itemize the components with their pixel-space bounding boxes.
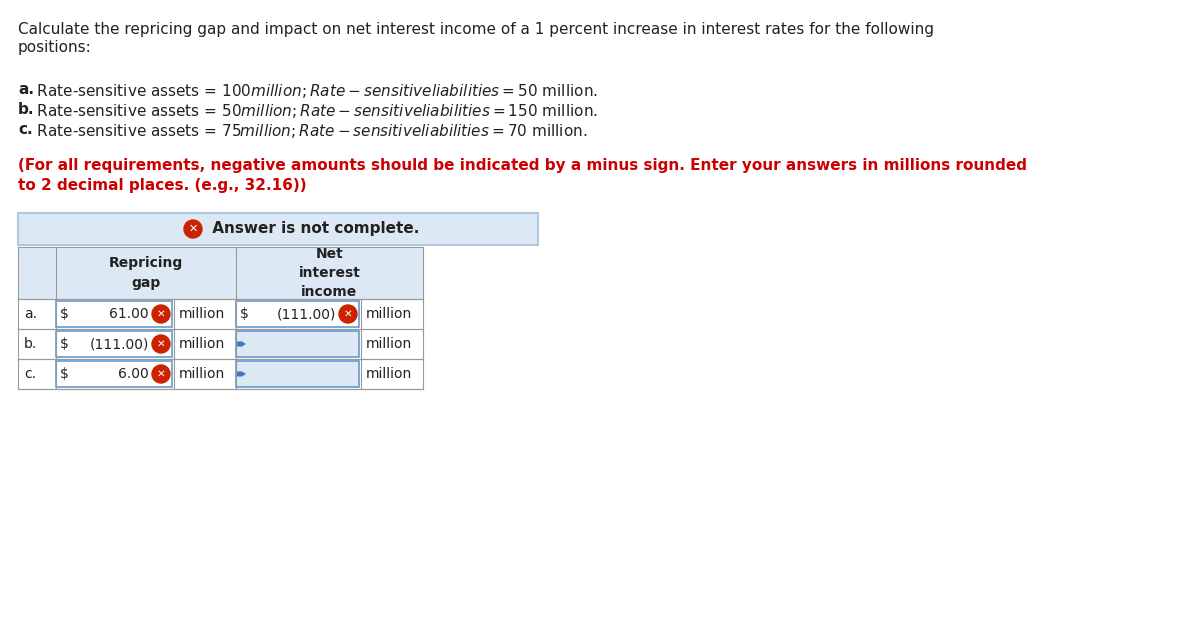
Bar: [18, 247, 423, 299]
Text: b.: b.: [18, 102, 34, 117]
Text: million: million: [179, 307, 225, 321]
Text: Net
interest
income: Net interest income: [298, 246, 360, 300]
Bar: [236, 331, 359, 357]
Text: $: $: [60, 367, 69, 381]
Circle shape: [184, 220, 202, 238]
Bar: [56, 301, 172, 327]
Text: positions:: positions:: [18, 40, 91, 55]
Text: Rate-sensitive assets = $100 million; Rate-sensitive liabilities = $50 million.: Rate-sensitive assets = $100 million; Ra…: [32, 82, 598, 100]
Text: Rate-sensitive assets = $75 million; Rate-sensitive liabilities = $70 million.: Rate-sensitive assets = $75 million; Rat…: [32, 122, 587, 140]
Text: c.: c.: [18, 122, 33, 137]
Text: b.: b.: [24, 337, 37, 351]
Text: Answer is not complete.: Answer is not complete.: [207, 221, 419, 236]
Bar: [236, 361, 359, 387]
Text: million: million: [179, 367, 225, 381]
Text: million: million: [366, 367, 412, 381]
Text: million: million: [366, 307, 412, 321]
Text: a.: a.: [24, 307, 37, 321]
FancyArrow shape: [237, 341, 246, 347]
Text: a.: a.: [18, 82, 34, 97]
Text: (111.00): (111.00): [277, 307, 336, 321]
Text: $: $: [60, 337, 69, 351]
FancyArrow shape: [237, 371, 246, 377]
Bar: [18, 359, 423, 389]
Text: $: $: [60, 307, 69, 321]
Bar: [236, 301, 359, 327]
Text: ✕: ✕: [188, 224, 198, 234]
Bar: [18, 329, 423, 359]
Text: ✕: ✕: [156, 309, 166, 319]
Text: (111.00): (111.00): [90, 337, 149, 351]
Text: 61.00: 61.00: [109, 307, 149, 321]
Circle shape: [339, 305, 358, 323]
FancyBboxPatch shape: [18, 213, 538, 245]
Text: Rate-sensitive assets = $50 million; Rate-sensitive liabilities = $150 million.: Rate-sensitive assets = $50 million; Rat…: [32, 102, 598, 120]
Text: 6.00: 6.00: [118, 367, 149, 381]
Text: c.: c.: [24, 367, 36, 381]
Text: (For all requirements, negative amounts should be indicated by a minus sign. Ent: (For all requirements, negative amounts …: [18, 158, 1027, 173]
Text: ✕: ✕: [156, 369, 166, 379]
Bar: [56, 331, 172, 357]
Bar: [56, 361, 172, 387]
Bar: [18, 299, 423, 329]
Text: million: million: [179, 337, 225, 351]
Circle shape: [152, 335, 170, 353]
Text: ✕: ✕: [343, 309, 353, 319]
Text: $: $: [240, 307, 249, 321]
Text: to 2 decimal places. (e.g., 32.16)): to 2 decimal places. (e.g., 32.16)): [18, 178, 307, 193]
Text: Repricing
gap: Repricing gap: [109, 256, 184, 289]
Text: Calculate the repricing gap and impact on net interest income of a 1 percent inc: Calculate the repricing gap and impact o…: [18, 22, 934, 37]
Circle shape: [152, 305, 170, 323]
Text: million: million: [366, 337, 412, 351]
Circle shape: [152, 365, 170, 383]
Text: ✕: ✕: [156, 339, 166, 349]
